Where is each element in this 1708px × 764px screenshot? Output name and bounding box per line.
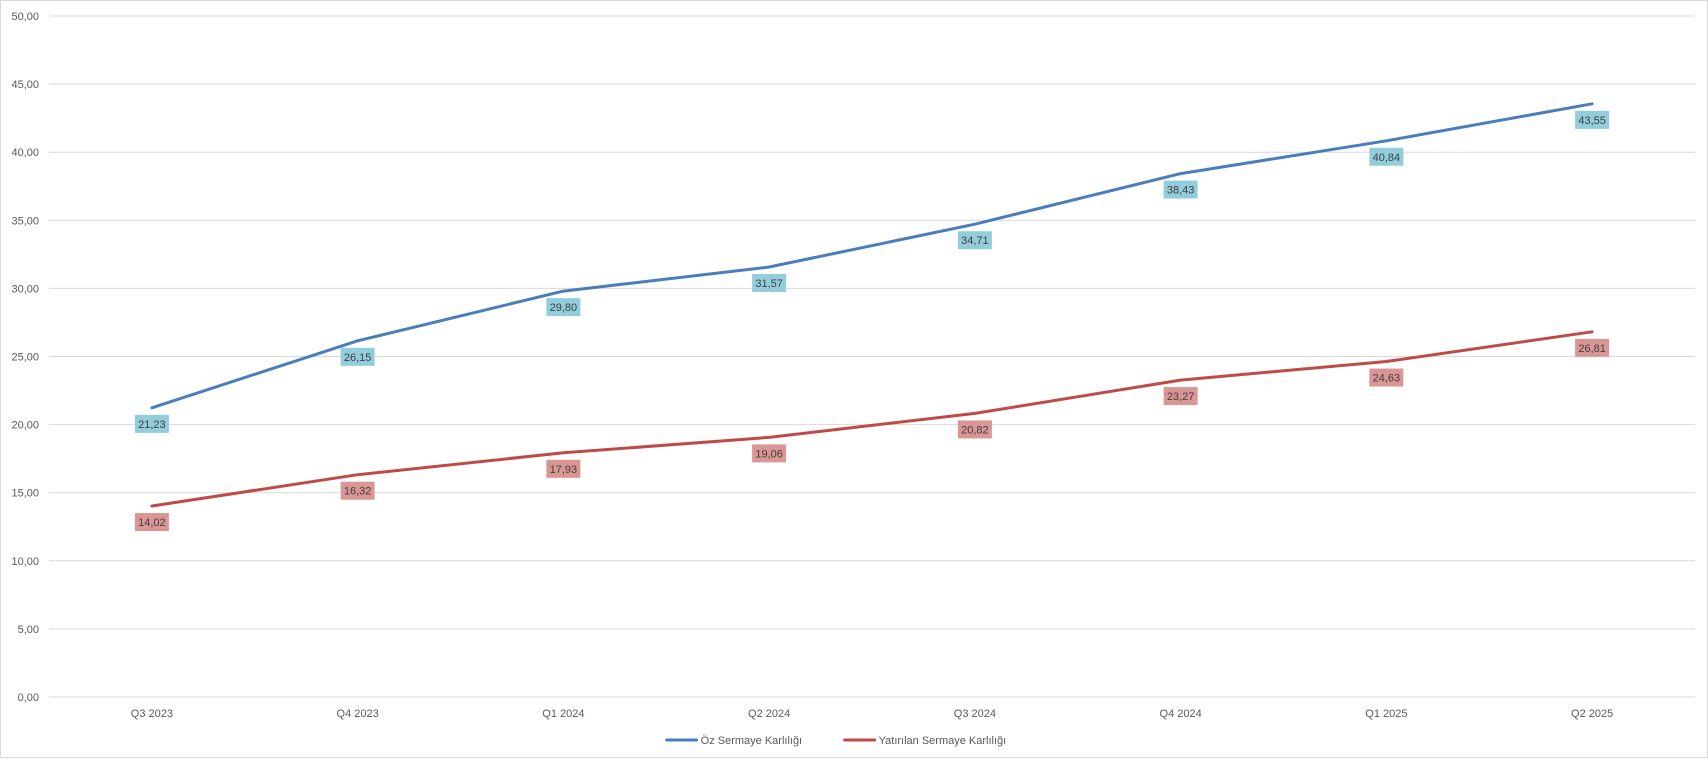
- data-label: 31,57: [752, 274, 787, 293]
- legend-item: Yatırılan Sermaye Karlılığı: [843, 735, 1007, 747]
- series-line: [150, 102, 1594, 410]
- data-label: 14,02: [134, 513, 169, 532]
- legend-label: Öz Sermaye Karlılığı: [701, 735, 802, 747]
- data-label-text: 40,84: [1373, 152, 1401, 164]
- data-label-text: 26,81: [1578, 343, 1606, 355]
- x-tick-label: Q1 2025: [1365, 708, 1407, 720]
- y-tick-label: 45,00: [11, 79, 39, 91]
- gridlines: [49, 15, 1695, 698]
- data-label-bg: [1163, 180, 1198, 199]
- series-line: [150, 330, 1594, 508]
- data-label-bg: [340, 347, 375, 366]
- data-label: 20,82: [957, 420, 992, 439]
- data-label-text: 21,23: [138, 419, 166, 431]
- data-label-text: 24,63: [1373, 373, 1401, 385]
- data-label-bg: [752, 274, 787, 293]
- y-tick-label: 25,00: [11, 352, 39, 364]
- y-axis: 0,00 5,00 10,00 15,00 20,00 25,00 30,00 35,00 40…: [11, 11, 39, 704]
- data-label-text: 14,02: [138, 517, 166, 529]
- x-axis: Q3 2023 Q4 2023 Q1 2024 Q2 2024 Q3 2024 Q4 20…: [131, 708, 1613, 720]
- data-label: 16,32: [340, 481, 375, 500]
- data-label-bg: [134, 414, 169, 433]
- y-tick-label: 20,00: [11, 420, 39, 432]
- data-label-bg: [546, 298, 581, 317]
- data-label-bg: [1163, 387, 1198, 406]
- y-tick-label: 30,00: [11, 283, 39, 295]
- data-label-bg: [1575, 110, 1610, 129]
- y-tick-label: 0,00: [18, 692, 39, 704]
- y-tick-label: 10,00: [11, 556, 39, 568]
- y-tick-label: 50,00: [11, 11, 39, 23]
- data-label-text: 38,43: [1167, 185, 1195, 197]
- data-label-bg: [1369, 147, 1404, 166]
- data-label-text: 26,15: [344, 352, 372, 364]
- x-tick-label: Q4 2024: [1160, 708, 1202, 720]
- data-label-text: 17,93: [550, 464, 578, 476]
- data-label-text: 20,82: [961, 424, 989, 436]
- legend-item: Öz Sermaye Karlılığı: [665, 735, 802, 747]
- data-label-text: 19,06: [755, 448, 783, 460]
- x-tick-label: Q3 2024: [954, 708, 996, 720]
- data-label-text: 34,71: [961, 235, 989, 247]
- data-label-bg: [546, 459, 581, 478]
- y-tick-label: 5,00: [18, 624, 39, 636]
- y-tick-label: 40,00: [11, 147, 39, 159]
- y-tick-label: 15,00: [11, 488, 39, 500]
- x-tick-label: Q1 2024: [542, 708, 584, 720]
- data-label: 38,43: [1163, 180, 1198, 199]
- data-label-bg: [957, 420, 992, 439]
- data-label-text: 23,27: [1167, 391, 1195, 403]
- y-tick-label: 35,00: [11, 215, 39, 227]
- data-label: 29,80: [546, 298, 581, 317]
- data-label: 43,55: [1575, 110, 1610, 129]
- x-tick-label: Q2 2024: [748, 708, 790, 720]
- data-labels: 21,23 26,15 29,80 31,57 34,71 38,43 40,84 43,55…: [134, 110, 1610, 532]
- x-tick-label: Q2 2025: [1571, 708, 1613, 720]
- data-label: 17,93: [546, 459, 581, 478]
- data-label: 26,81: [1575, 338, 1610, 357]
- data-label-bg: [340, 481, 375, 500]
- x-tick-label: Q4 2023: [337, 708, 379, 720]
- data-label-text: 16,32: [344, 486, 372, 498]
- legend: Öz Sermaye Karlılığı Yatırılan Sermaye Ka…: [665, 735, 1007, 747]
- series-lines: [150, 102, 1594, 508]
- x-tick-label: Q3 2023: [131, 708, 173, 720]
- data-label-bg: [1575, 338, 1610, 357]
- data-label-text: 29,80: [550, 302, 578, 314]
- data-label: 19,06: [752, 444, 787, 463]
- data-label: 23,27: [1163, 387, 1198, 406]
- data-label: 24,63: [1369, 368, 1404, 387]
- data-label-text: 31,57: [755, 278, 783, 290]
- data-label: 34,71: [957, 231, 992, 250]
- data-label-text: 43,55: [1578, 115, 1606, 127]
- data-label-bg: [957, 231, 992, 250]
- data-label: 26,15: [340, 347, 375, 366]
- data-label-bg: [1369, 368, 1404, 387]
- data-label-bg: [752, 444, 787, 463]
- legend-label: Yatırılan Sermaye Karlılığı: [879, 735, 1007, 747]
- data-label-bg: [134, 513, 169, 532]
- data-label: 21,23: [134, 414, 169, 433]
- data-label: 40,84: [1369, 147, 1404, 166]
